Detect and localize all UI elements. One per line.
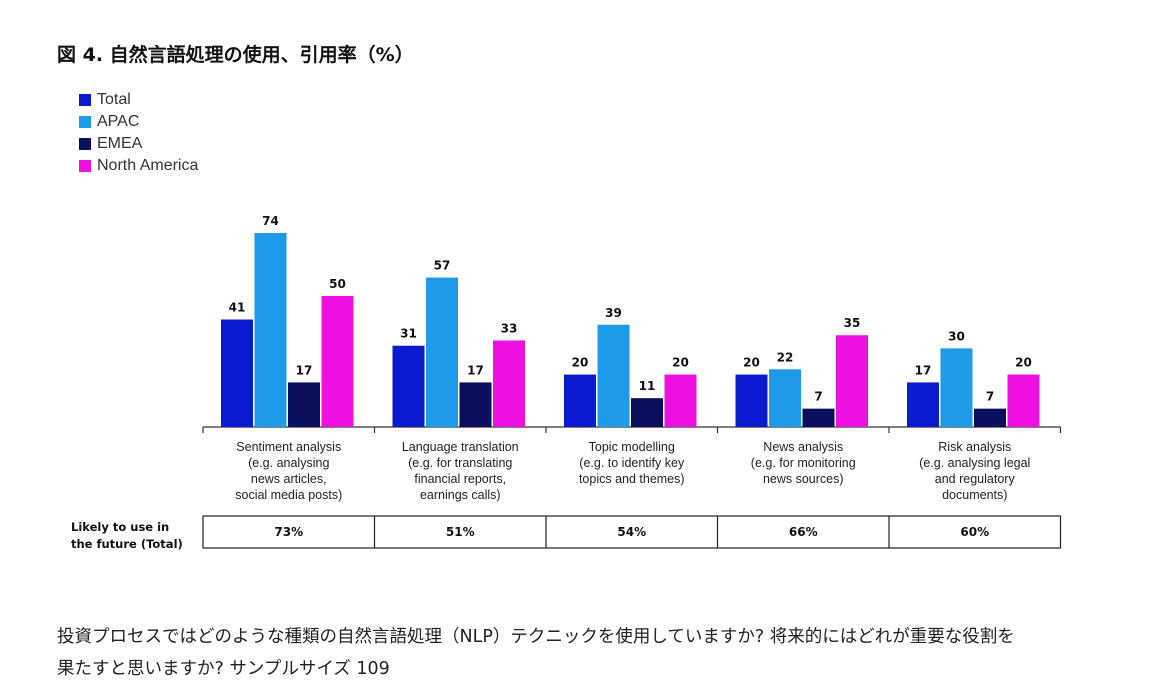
bar-apac <box>769 369 801 427</box>
data-label: 22 <box>777 350 794 364</box>
category-label: news sources) <box>763 472 844 486</box>
legend-swatch-total <box>79 94 91 106</box>
data-label: 57 <box>434 259 451 273</box>
bar-apac <box>254 233 287 427</box>
data-label: 30 <box>948 329 965 343</box>
table-value: 73% <box>274 525 303 539</box>
bar-north-america <box>493 340 525 427</box>
data-label: 50 <box>329 277 346 291</box>
category-label: Risk analysis <box>938 440 1011 454</box>
bar-chart: 41 74 17 50 Sentiment analysis (e.g. analysin… <box>71 214 1062 551</box>
table-value: 60% <box>960 525 989 539</box>
category-label: earnings calls) <box>420 488 501 502</box>
data-label: 20 <box>743 356 760 370</box>
category-label: news articles, <box>251 472 327 486</box>
data-label: 39 <box>605 306 622 320</box>
bar-emea <box>802 408 835 427</box>
bar-emea <box>459 382 492 427</box>
category-label: Topic modelling <box>589 440 675 454</box>
data-label: 17 <box>467 363 484 377</box>
category-label: documents) <box>942 488 1007 502</box>
category-label: social media posts) <box>235 488 342 502</box>
legend-label-north-america: North America <box>97 157 199 174</box>
category-label: Sentiment analysis <box>236 440 341 454</box>
future-use-table <box>202 515 1062 549</box>
data-label: 7 <box>986 390 994 404</box>
bar-apac <box>426 277 458 427</box>
category-label: topics and themes) <box>579 472 685 486</box>
category-label: financial reports, <box>414 472 506 486</box>
category-label: (e.g. for monitoring <box>751 456 856 470</box>
data-label: 11 <box>639 379 656 393</box>
data-label: 17 <box>296 363 313 377</box>
survey-question-line-2: 果たすと思いますか? サンプルサイズ 109 <box>57 659 390 679</box>
bar-total <box>221 319 253 427</box>
legend-label-apac: APAC <box>97 113 140 130</box>
bar-north-america <box>836 335 868 427</box>
category-label: (e.g. for translating <box>408 456 512 470</box>
legend-item-apac: APAC <box>79 111 198 133</box>
survey-question-line-1: 投資プロセスではどのような種類の自然言語処理（NLP）テクニックを使用しています… <box>57 627 1015 647</box>
legend-item-total: Total <box>79 89 198 111</box>
bar-apac <box>597 324 630 427</box>
category-label: Language translation <box>402 440 519 454</box>
data-label: 31 <box>400 327 417 341</box>
bar-emea <box>631 398 663 427</box>
data-label: 7 <box>814 390 822 404</box>
category-label: (e.g. analysing <box>248 456 329 470</box>
legend-swatch-north-america <box>79 160 91 172</box>
legend-item-emea: EMEA <box>79 133 198 155</box>
table-value: 51% <box>446 525 475 539</box>
bar-apac <box>940 348 973 427</box>
legend: Total APAC EMEA North America <box>79 89 198 177</box>
category-label: (e.g. analysing legal <box>919 456 1030 470</box>
bar-total <box>735 374 768 427</box>
table-row-label: the future (Total) <box>71 537 183 551</box>
legend-swatch-apac <box>79 116 91 128</box>
category-label: News analysis <box>763 440 843 454</box>
chart-title: 図 4. 自然言語処理の使用、引用率（%） <box>57 44 414 66</box>
data-label: 33 <box>501 321 518 335</box>
legend-label-total: Total <box>97 91 131 108</box>
bar-north-america <box>1007 374 1040 427</box>
category-label: and regulatory <box>935 472 1016 486</box>
bar-total <box>907 382 939 427</box>
legend-label-emea: EMEA <box>97 135 143 152</box>
legend-item-north-america: North America <box>79 155 198 177</box>
table-row-label: Likely to use in <box>71 520 169 534</box>
data-label: 20 <box>672 356 689 370</box>
table-value: 66% <box>789 525 818 539</box>
survey-question-note: 投資プロセスではどのような種類の自然言語処理（NLP）テクニックを使用しています… <box>57 621 1117 685</box>
bar-emea <box>974 408 1006 427</box>
bar-north-america <box>321 295 354 427</box>
data-label: 35 <box>844 316 861 330</box>
bar-total <box>564 374 596 427</box>
legend-swatch-emea <box>79 138 91 150</box>
bar-north-america <box>664 374 697 427</box>
category-label: (e.g. to identify key <box>579 456 685 470</box>
bar-emea <box>288 382 320 427</box>
data-label: 17 <box>915 363 932 377</box>
data-label: 41 <box>229 301 246 315</box>
table-value: 54% <box>617 525 646 539</box>
data-label: 20 <box>572 356 589 370</box>
data-label: 20 <box>1015 356 1032 370</box>
data-label: 74 <box>262 214 279 228</box>
bar-total <box>392 345 425 427</box>
